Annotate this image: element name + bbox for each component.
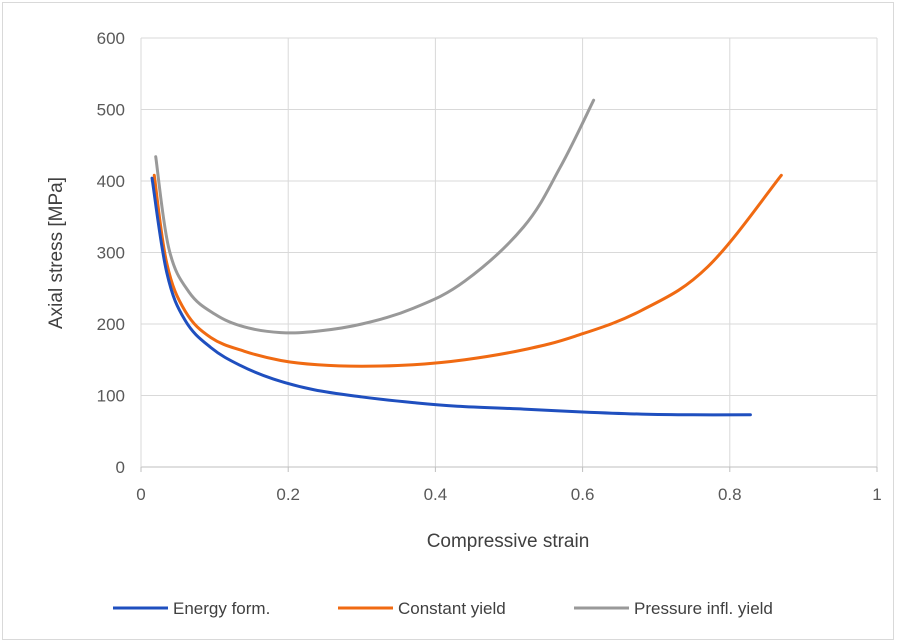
y-tick-label: 400 — [97, 172, 125, 191]
y-tick-label: 100 — [97, 387, 125, 406]
y-axis-title: Axial stress [MPa] — [46, 177, 67, 329]
tick-labels: 0 100 200 300 400 500 600 0 0.2 0.4 0.6 0.8 1 — [97, 29, 882, 504]
x-tick-label: 1 — [872, 485, 881, 504]
y-tick-label: 300 — [97, 244, 125, 263]
series-line-pressure-infl-yield — [154, 98, 596, 335]
y-tick-label: 200 — [97, 315, 125, 334]
x-tick-label: 0.6 — [571, 485, 595, 504]
x-tick-label: 0 — [136, 485, 145, 504]
x-axis-title: Compressive strain — [427, 531, 590, 552]
y-tick-label: 500 — [97, 101, 125, 120]
axes — [140, 38, 878, 472]
legend-label-pressure-infl-yield: Pressure infl. yield — [634, 599, 773, 618]
series-lines — [150, 98, 783, 417]
x-tick-label: 0.2 — [276, 485, 300, 504]
series-line-constant-yield — [152, 173, 783, 368]
gridlines — [141, 37, 878, 467]
y-tick-label: 600 — [97, 29, 125, 48]
x-tick-label: 0.4 — [424, 485, 448, 504]
y-tick-label: 0 — [116, 458, 125, 477]
legend-label-energy-form: Energy form. — [173, 599, 270, 618]
legend-label-constant-yield: Constant yield — [398, 599, 506, 618]
legend: Energy form. Constant yield Pressure infl.… — [113, 599, 773, 618]
series-line-energy-form — [150, 176, 752, 417]
x-tick-label: 0.8 — [718, 485, 742, 504]
